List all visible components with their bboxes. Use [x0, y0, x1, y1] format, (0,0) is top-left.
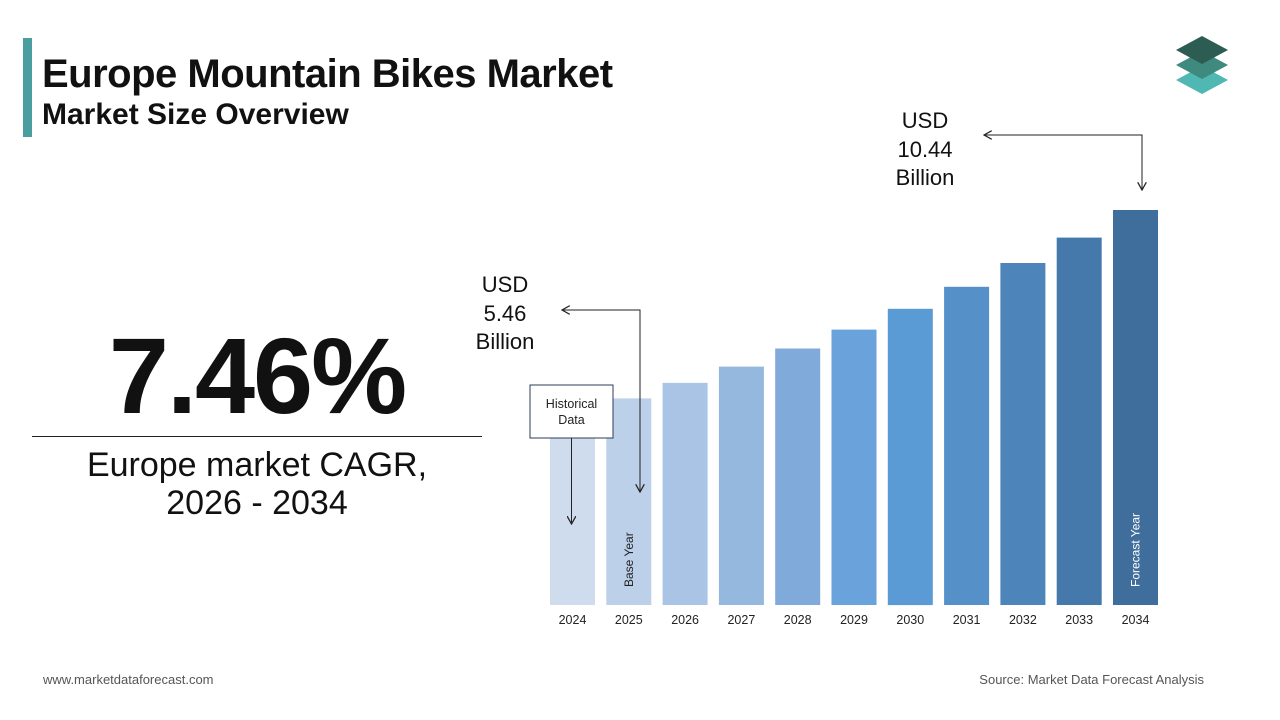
- x-tick-2024: 2024: [559, 613, 587, 627]
- forecast-callout-unit: Billion: [896, 165, 955, 190]
- x-tick-2028: 2028: [784, 613, 812, 627]
- base-callout-value: 5.46: [484, 301, 527, 326]
- forecast-callout-value: 10.44: [897, 137, 952, 162]
- bar-2026: [662, 382, 708, 605]
- bar-2031: [944, 286, 990, 605]
- bar-2028: [775, 348, 821, 605]
- bar-label-2034: Forecast Year: [1129, 513, 1143, 587]
- cagr-divider: [32, 436, 482, 437]
- bar-2027: [718, 366, 764, 605]
- cagr-label-line2: 2026 - 2034: [166, 484, 348, 522]
- page-title: Europe Mountain Bikes Market: [42, 52, 613, 96]
- historical-data-box: [529, 384, 614, 439]
- x-tick-2034: 2034: [1122, 613, 1150, 627]
- historical-data-label-line1: Historical: [546, 397, 597, 411]
- bar-2024: [550, 412, 595, 605]
- cagr-label: Europe market CAGR, 2026 - 2034: [32, 446, 482, 522]
- bar-group: Base Year Forecast Year: [550, 210, 1158, 606]
- x-tick-2033: 2033: [1065, 613, 1093, 627]
- x-tick-2032: 2032: [1009, 613, 1037, 627]
- x-tick-2029: 2029: [840, 613, 868, 627]
- base-callout-line1: USD: [482, 272, 528, 297]
- footer-website: www.marketdataforecast.com: [43, 672, 214, 687]
- brand-logo-icon: [1176, 36, 1228, 94]
- bar-label-2025: Base Year: [622, 532, 636, 587]
- cagr-value: 7.46%: [108, 315, 407, 436]
- base-callout-unit: Billion: [476, 329, 535, 354]
- forecast-callout-arrow: [984, 135, 1142, 190]
- bar-2034: [1113, 210, 1158, 605]
- bar-2033: [1056, 237, 1102, 605]
- accent-bar: [23, 38, 32, 137]
- cagr-label-line1: Europe market CAGR,: [86, 446, 428, 484]
- page-subtitle: Market Size Overview: [42, 98, 349, 131]
- bar-2032: [1000, 263, 1046, 605]
- x-tick-2027: 2027: [727, 613, 755, 627]
- bar-2029: [831, 329, 877, 605]
- x-tick-2031: 2031: [953, 613, 981, 627]
- x-tick-2030: 2030: [896, 613, 924, 627]
- footer-source: Source: Market Data Forecast Analysis: [979, 672, 1204, 687]
- x-tick-2025: 2025: [615, 613, 643, 627]
- bar-2030: [887, 308, 933, 606]
- forecast-callout-line1: USD: [902, 108, 948, 133]
- x-axis-ticks: 2024 2025 2026 2027 2028 2029 2030 2031 2032 2033…: [559, 613, 1150, 627]
- historical-data-label-line2: Data: [558, 413, 584, 427]
- x-tick-2026: 2026: [671, 613, 699, 627]
- base-callout-arrow: [562, 310, 640, 492]
